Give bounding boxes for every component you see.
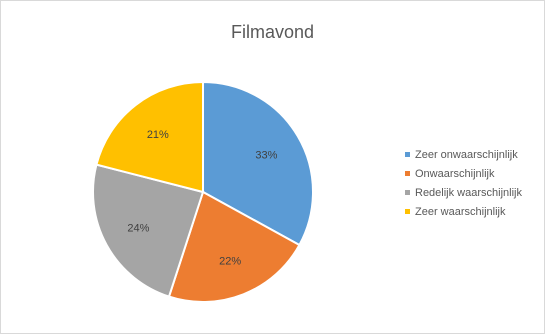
legend-item: Onwaarschijnlijk	[405, 164, 522, 183]
data-label: 33%	[255, 149, 277, 161]
data-label: 24%	[127, 223, 149, 235]
legend-swatch	[405, 152, 410, 157]
chart-legend: Zeer onwaarschijnlijk Onwaarschijnlijk Red…	[405, 145, 522, 221]
data-label: 22%	[219, 256, 241, 268]
legend-swatch	[405, 190, 410, 195]
data-label: 21%	[147, 129, 169, 141]
legend-item: Redelijk waarschijnlijk	[405, 183, 522, 202]
legend-label: Zeer waarschijnlijk	[415, 206, 505, 218]
legend-label: Zeer onwaarschijnlijk	[415, 149, 518, 161]
legend-item: Zeer onwaarschijnlijk	[405, 145, 522, 164]
legend-swatch	[405, 209, 410, 214]
legend-item: Zeer waarschijnlijk	[405, 202, 522, 221]
legend-label: Redelijk waarschijnlijk	[415, 187, 522, 199]
legend-label: Onwaarschijnlijk	[415, 168, 494, 180]
legend-swatch	[405, 171, 410, 176]
